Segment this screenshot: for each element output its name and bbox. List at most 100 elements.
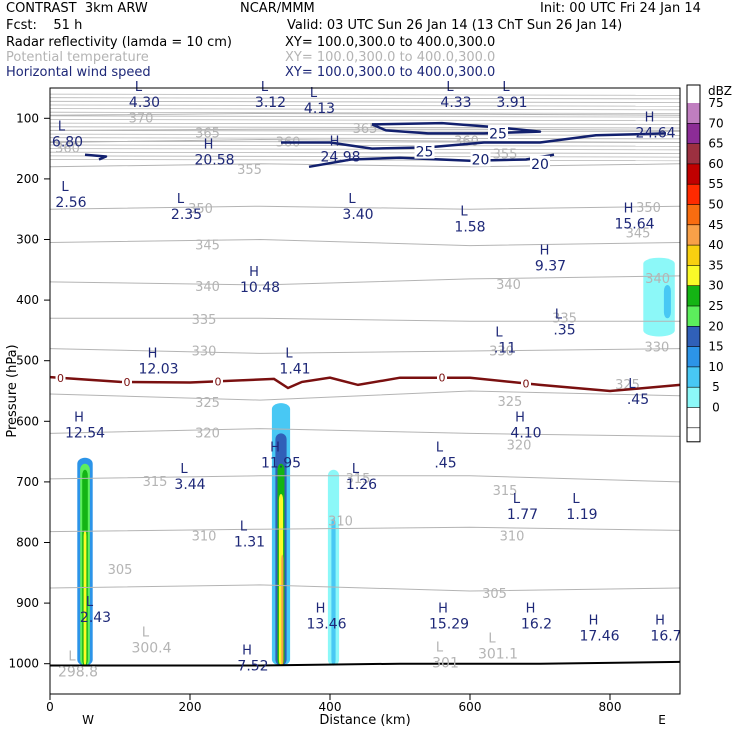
- wind-extremum-type: L: [352, 462, 360, 477]
- theta-contour-350: [49, 205, 681, 210]
- colorbar-frame: [686, 84, 701, 443]
- theta-contour-315: [49, 475, 681, 483]
- wind-extremum-value: 3.12: [255, 95, 286, 111]
- theta-contour-upper: [49, 130, 681, 132]
- field-wind-name: Horizontal wind speed: [6, 65, 151, 80]
- colorbar-swatch: [687, 163, 700, 185]
- theta-contour-365: [49, 128, 681, 131]
- theta-extremum-type: L: [488, 632, 496, 647]
- theta-contour-370: [49, 112, 681, 116]
- colorbar-swatch: [687, 123, 700, 144]
- freezing-level-label: 0: [523, 377, 530, 390]
- wind-contour-25: [371, 121, 542, 135]
- theta-extremum-type: L: [68, 650, 76, 665]
- wind-contour-layer: 25 25 20 20: [84, 121, 667, 173]
- reflectivity-cell: [331, 518, 336, 666]
- wind-extremum-type: L: [572, 492, 580, 507]
- freezing-label-bg: [437, 371, 447, 384]
- theta-contour-label: 350: [188, 202, 213, 217]
- theta-contour-upper: [49, 100, 681, 103]
- theta-contour-label: 325: [195, 396, 220, 411]
- theta-extremum-type: L: [436, 641, 444, 656]
- theta-contour-label: 335: [192, 313, 217, 328]
- colorbar-unit: dBZ: [708, 84, 732, 98]
- theta-contour-label: 320: [507, 439, 532, 454]
- theta-contour-340: [49, 275, 681, 286]
- wind-extremum-type: L: [310, 86, 318, 101]
- x-tick-label: 800: [599, 700, 622, 714]
- y-tick-label: 900: [16, 596, 39, 610]
- theta-contour-label: 305: [482, 587, 507, 602]
- wind-extremum-type: L: [628, 377, 636, 392]
- wind-extremum-type: L: [460, 204, 468, 219]
- field-theta-name: Potential temperature: [6, 50, 149, 65]
- wind-extremum-value: 24.64: [635, 125, 675, 141]
- theta-contour-label: 310: [192, 529, 217, 544]
- wind-extremum-value: .35: [553, 322, 575, 338]
- wind-extremum-type: H: [624, 201, 634, 216]
- y-tick-label: 400: [16, 293, 39, 307]
- theta-contour-upper: [49, 115, 681, 118]
- theta-contour-355: [49, 163, 681, 168]
- theta-contour-label: 335: [552, 311, 577, 326]
- wind-extremum-type: L: [240, 519, 248, 534]
- surface-line: [50, 660, 681, 667]
- wind-extremum-type: L: [58, 119, 66, 134]
- wind-contour-label: 20: [472, 153, 490, 169]
- x-tick-label: 400: [319, 700, 342, 714]
- theta-contour-345: [49, 238, 681, 247]
- wind-extremum-value: 11.95: [261, 456, 301, 472]
- colorbar-swatch: [687, 407, 700, 428]
- wind-extremum-type: L: [177, 192, 185, 207]
- colorbar-tick-label: 30: [708, 279, 723, 293]
- field-reflectivity-xy: XY= 100.0,300.0 to 400.0,300.0: [285, 35, 496, 50]
- theta-contour-label: 330: [489, 345, 514, 360]
- wind-extremum-value: 15.29: [429, 616, 469, 632]
- theta-contour-upper: [49, 155, 681, 158]
- wind-extremum-value: 1.41: [279, 362, 310, 378]
- wind-contour-25: [84, 153, 108, 161]
- wind-contour-label: 20: [531, 157, 549, 173]
- wind-extremum-value: 4.13: [304, 101, 335, 117]
- field-reflectivity-name: Radar reflectivity (lamda = 10 cm): [6, 35, 232, 50]
- wind-extremum-type: H: [515, 410, 525, 425]
- theta-contour-label: 345: [626, 226, 651, 241]
- wind-extremum-value: 1.19: [566, 507, 597, 523]
- wind-extremum-type: L: [348, 192, 356, 207]
- theta-contour-upper: [49, 140, 681, 143]
- forecast-hour: Fcst: 51 h: [6, 18, 83, 33]
- theta-contour-310: [49, 526, 681, 533]
- theta-contour-label: 370: [129, 111, 154, 126]
- theta-contour-label: 330: [644, 340, 669, 355]
- wind-extremum-value: 16.2: [521, 616, 552, 632]
- wind-extremum-value: .45: [434, 456, 456, 472]
- wind-contour-label: 25: [416, 145, 434, 161]
- x-tick-label: 200: [179, 700, 202, 714]
- wind-extremum-type: H: [540, 244, 550, 259]
- wind-extremum-type: H: [270, 441, 280, 456]
- colorbar-swatch: [687, 265, 700, 286]
- wind-extremum-type: L: [436, 441, 444, 456]
- wind-extremum-type: L: [555, 307, 563, 322]
- model-title: CONTRAST 3km ARW: [6, 1, 148, 16]
- theta-contour-label: 355: [237, 163, 262, 178]
- theta-contour-upper: [49, 151, 681, 154]
- wind-extremum-value: 9.37: [535, 259, 566, 275]
- wind-extremum-type: L: [86, 595, 94, 610]
- theta-contour-label: 315: [143, 475, 168, 490]
- theta-contour-label: 320: [195, 426, 220, 441]
- colorbar-tick-label: 35: [708, 258, 723, 272]
- theta-contour-label: 360: [55, 142, 80, 157]
- wind-extremum-type: L: [285, 347, 293, 362]
- wind-extremum-value: 2.43: [80, 610, 111, 626]
- wind-contour-25: [281, 132, 667, 150]
- y-tick-label: 500: [16, 354, 39, 368]
- wind-extremum-type: H: [330, 135, 340, 150]
- freezing-level-label: 0: [57, 372, 64, 385]
- wind-label-bg: [530, 155, 550, 171]
- wind-extremum-value: 3.91: [496, 95, 527, 111]
- theta-contour-upper: [49, 111, 681, 114]
